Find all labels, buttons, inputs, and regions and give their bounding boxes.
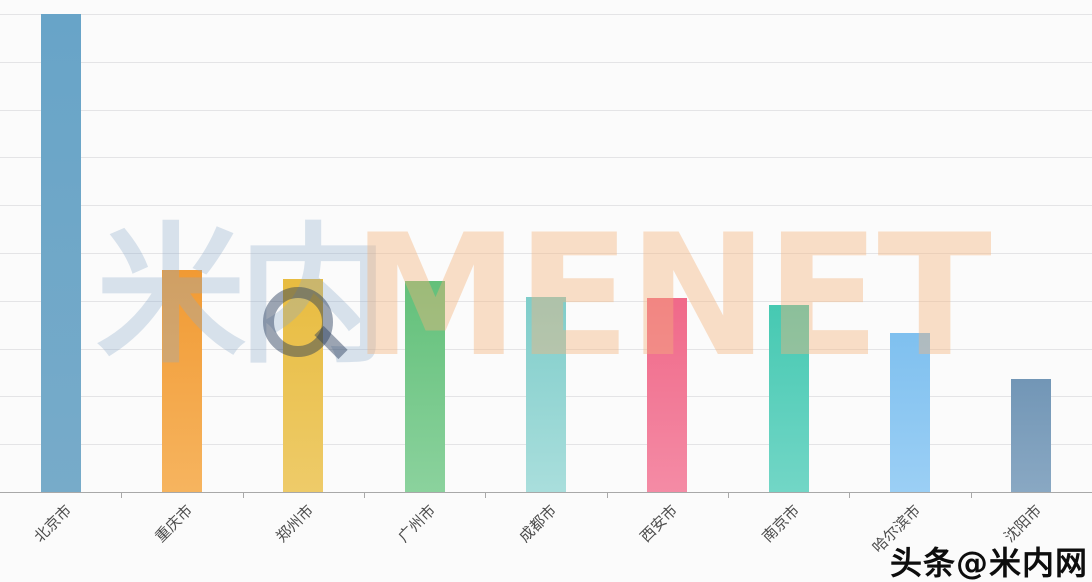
bar-8	[890, 333, 930, 492]
x-axis-line	[0, 492, 1092, 493]
gridline	[0, 14, 1092, 15]
x-axis-label: 重庆市	[151, 501, 197, 546]
gridline	[0, 110, 1092, 111]
bar-1	[41, 14, 81, 492]
axis-tick	[485, 493, 486, 498]
axis-tick	[607, 493, 608, 498]
bar-5	[526, 297, 566, 492]
axis-tick	[121, 493, 122, 498]
bar-2	[162, 270, 202, 492]
gridline	[0, 157, 1092, 158]
axis-tick	[364, 493, 365, 498]
bar-4	[405, 281, 445, 492]
gridline	[0, 62, 1092, 63]
bar-6	[647, 298, 687, 492]
axis-tick	[849, 493, 850, 498]
bar-9	[1011, 379, 1051, 492]
bar-7	[769, 305, 809, 492]
gridline	[0, 205, 1092, 206]
x-axis-label: 西安市	[636, 501, 682, 546]
gridline	[0, 253, 1092, 254]
x-axis-label: 南京市	[758, 501, 804, 546]
x-axis-label: 广州市	[394, 501, 440, 546]
axis-tick	[728, 493, 729, 498]
axis-tick	[971, 493, 972, 498]
bar-3	[283, 279, 323, 492]
credit-watermark: 头条@米内网	[889, 544, 1088, 582]
x-axis-label: 成都市	[515, 501, 561, 546]
x-axis-label: 北京市	[30, 501, 76, 546]
x-axis-label: 郑州市	[272, 501, 318, 546]
axis-tick	[243, 493, 244, 498]
